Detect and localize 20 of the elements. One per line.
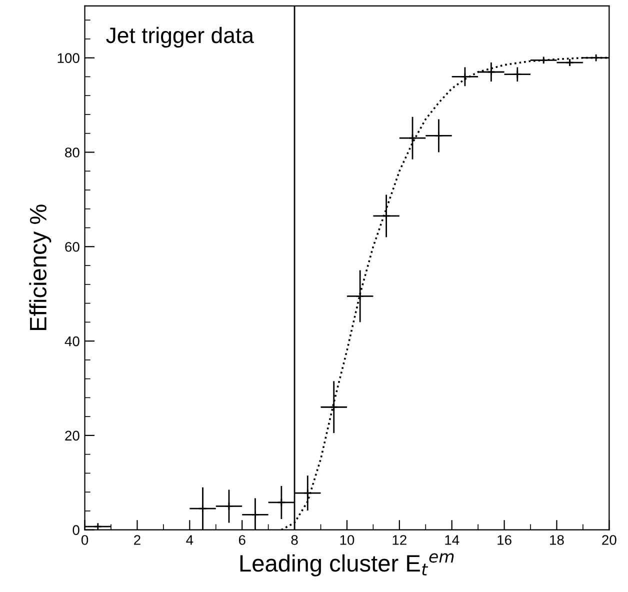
y-tick-label: 80 [65, 148, 80, 158]
x-tick-label: 20 [602, 535, 616, 545]
x-tick-label: 0 [81, 535, 88, 545]
y-tick-label: 40 [64, 336, 80, 346]
x-axis-title: Leading cluster E$_{t}$$^{em}$ [240, 553, 454, 576]
x-tick-label: 4 [186, 535, 194, 545]
y-tick-label: 60 [65, 242, 80, 252]
y-axis-title: Efficiency % [29, 204, 52, 330]
x-tick-label: 16 [498, 535, 512, 545]
y-tick-label: 20 [65, 430, 80, 441]
y-tick-label: 0 [72, 525, 80, 536]
x-tick-label: 14 [445, 535, 460, 545]
y-tick-label: 100 [58, 53, 80, 64]
x-tick-label: 6 [238, 535, 246, 545]
x-tick-label: 2 [134, 535, 140, 545]
x-tick-label: 18 [550, 535, 564, 545]
x-tick-label: 12 [392, 535, 406, 545]
annotation: Jet trigger data [106, 26, 254, 48]
x-tick-label: 8 [291, 535, 298, 545]
x-tick-label: 10 [340, 535, 354, 545]
